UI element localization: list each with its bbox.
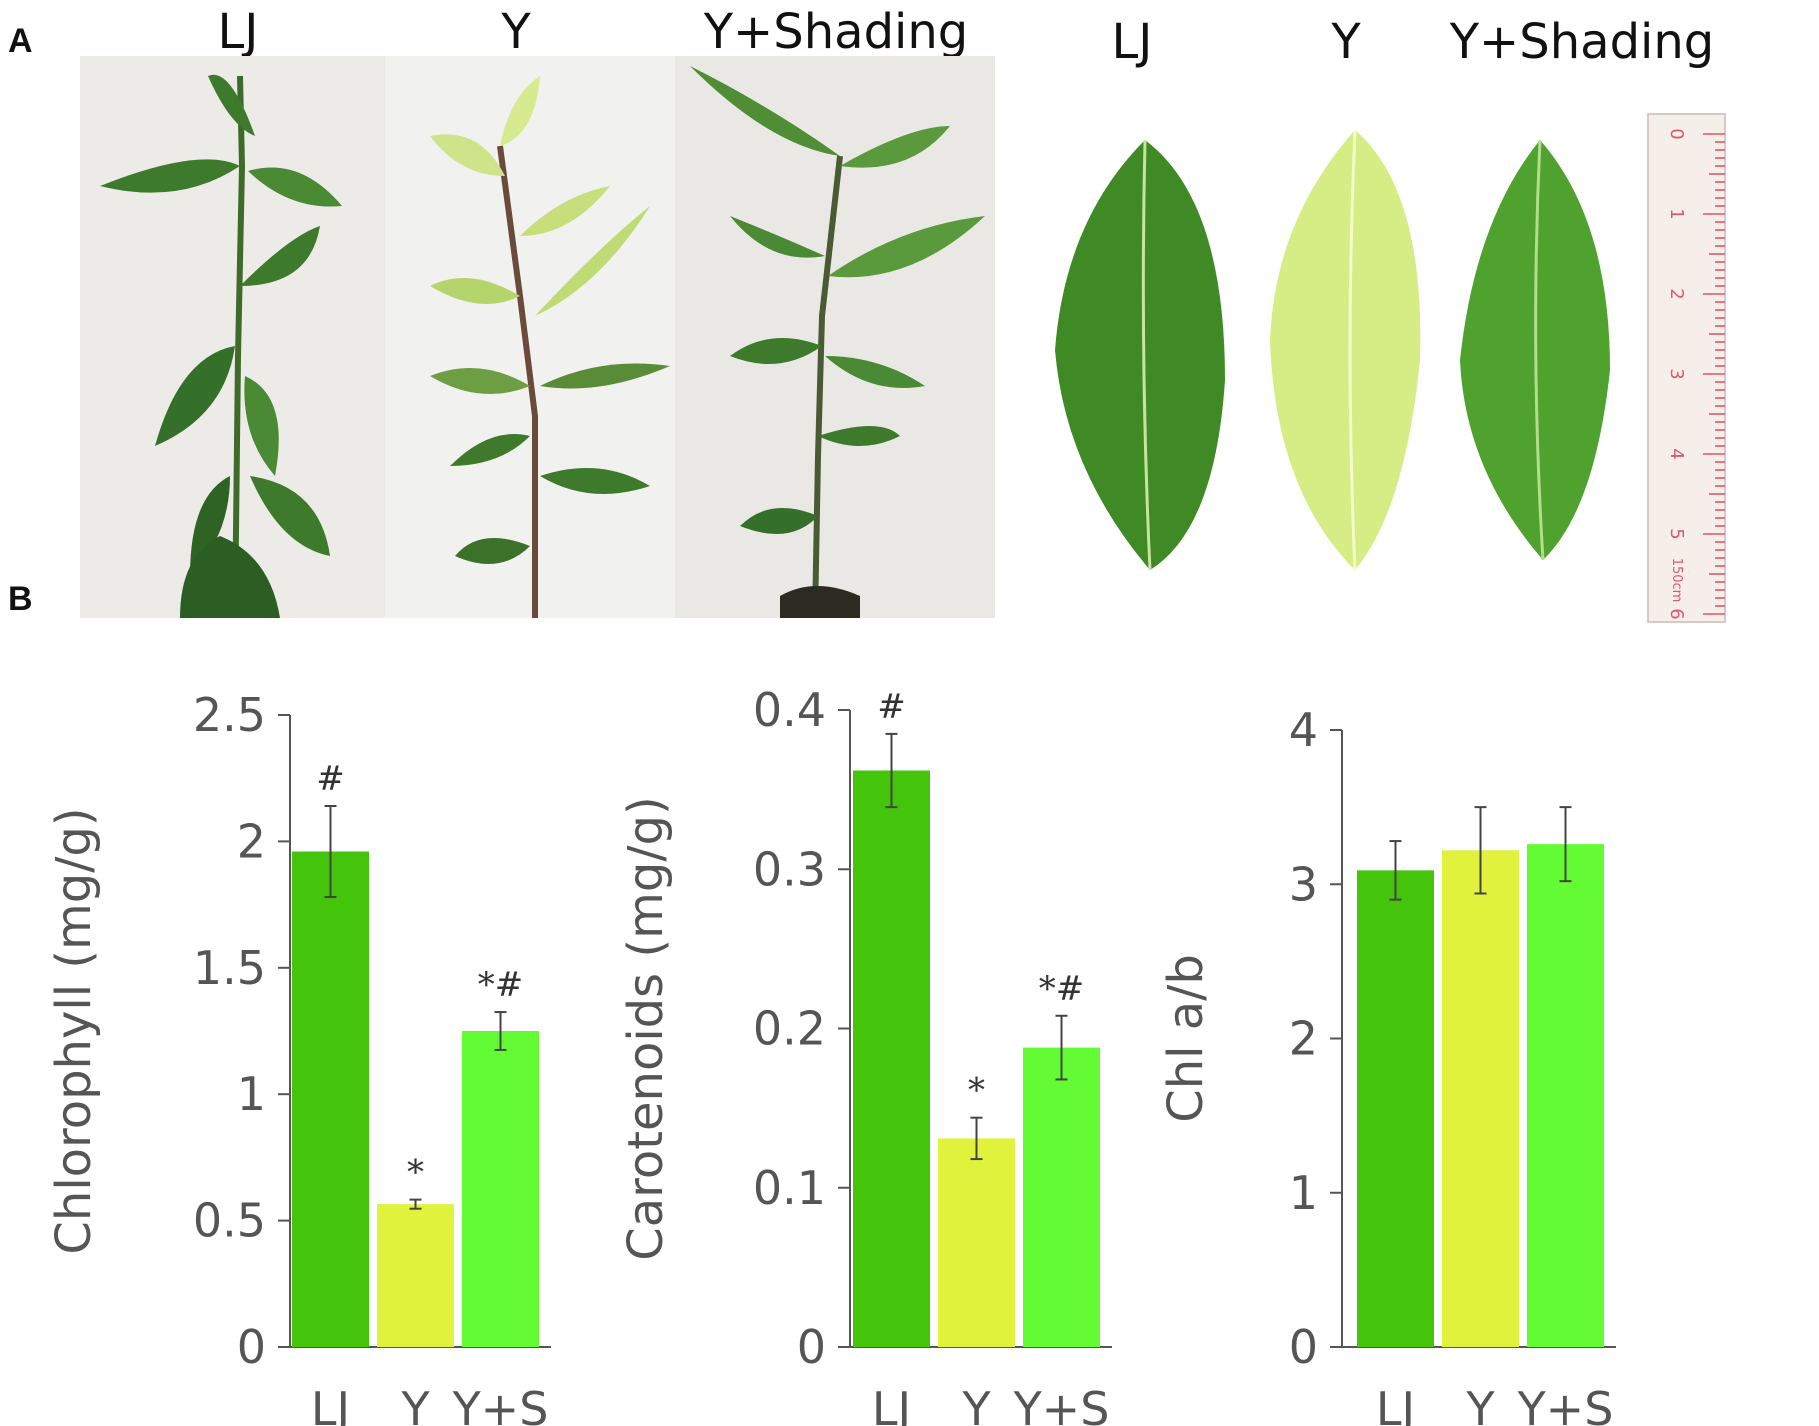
panel-a-letter: A bbox=[8, 22, 33, 60]
photo-y-background bbox=[385, 56, 675, 618]
bar-lj bbox=[853, 770, 930, 1347]
ruler-number: 0 bbox=[1666, 128, 1687, 139]
y-axis-label: Chlorophyll (mg/g) bbox=[46, 807, 102, 1254]
ruler-number: 2 bbox=[1666, 288, 1687, 299]
bar-y bbox=[377, 1204, 454, 1347]
plant-lj-image bbox=[100, 74, 342, 618]
ruler-number: 3 bbox=[1666, 368, 1687, 379]
plant-y-image bbox=[430, 76, 670, 618]
ruler-number: 5 bbox=[1666, 528, 1687, 539]
y-tick-label: 0 bbox=[1289, 1320, 1318, 1374]
carotenoids-chart: 0 0.1 0.2 0.3 0.4 Carotenoids (mg/g) # LJ * Y *# Y+… bbox=[618, 683, 1112, 1426]
category-label: LJ bbox=[311, 1382, 350, 1426]
ruler-number: 6 bbox=[1666, 608, 1687, 619]
y-tick-label: 2 bbox=[237, 814, 266, 868]
y-tick-label: 0 bbox=[237, 1320, 266, 1374]
bar-y-s bbox=[462, 1031, 539, 1347]
photo-label-y: Y bbox=[501, 4, 531, 60]
chl-ab-ratio-chart: 0 1 2 3 4 Chl a/b LJ Y Y+S bbox=[1158, 703, 1616, 1426]
category-label: Y+S bbox=[1013, 1382, 1110, 1426]
significance-mark: # bbox=[316, 759, 345, 799]
photo-lj-background bbox=[80, 56, 385, 618]
ruler bbox=[1647, 113, 1726, 623]
y-axis-label: Chl a/b bbox=[1158, 954, 1214, 1123]
y-tick-label: 0.5 bbox=[193, 1194, 266, 1248]
panel-b-letter: B bbox=[8, 580, 33, 618]
y-axis-label: Carotenoids (mg/g) bbox=[618, 796, 674, 1261]
category-label: Y+S bbox=[452, 1382, 549, 1426]
bar-y bbox=[1442, 850, 1519, 1347]
y-tick-label: 0.1 bbox=[753, 1161, 826, 1215]
photo-y-shading-background bbox=[675, 56, 995, 618]
ruler-number: 4 bbox=[1666, 448, 1687, 459]
significance-mark: *# bbox=[1039, 969, 1085, 1009]
y-tick-label: 0.2 bbox=[753, 1002, 826, 1056]
leaf-label-lj: LJ bbox=[1111, 14, 1153, 70]
plant-y-shading-image bbox=[690, 66, 985, 618]
significance-mark: * bbox=[407, 1153, 424, 1193]
category-label: Y bbox=[1465, 1382, 1495, 1426]
leaf-lj-image bbox=[1055, 140, 1225, 570]
y-tick-label: 1.5 bbox=[193, 941, 266, 995]
bar-y-s bbox=[1527, 844, 1604, 1347]
photo-label-y-shading: Y+Shading bbox=[703, 4, 969, 60]
photo-label-lj: LJ bbox=[217, 4, 259, 60]
bar-y-s bbox=[1023, 1047, 1100, 1347]
y-tick-label: 1 bbox=[237, 1067, 266, 1121]
leaf-y-image bbox=[1270, 130, 1421, 570]
y-tick-label: 0.4 bbox=[753, 683, 826, 737]
y-tick-label: 0.3 bbox=[753, 842, 826, 896]
leaf-label-y-shading: Y+Shading bbox=[1449, 14, 1715, 70]
ruler-unit: 150cm bbox=[1669, 558, 1684, 603]
category-label: Y bbox=[961, 1382, 991, 1426]
leaf-comparison: 0 1 2 3 4 5 6 150cm bbox=[1055, 113, 1726, 623]
category-label: LJ bbox=[1376, 1382, 1415, 1426]
y-tick-label: 0 bbox=[797, 1320, 826, 1374]
leaf-label-y: Y bbox=[1331, 14, 1361, 70]
y-tick-label: 2 bbox=[1289, 1012, 1318, 1066]
y-tick-label: 1 bbox=[1289, 1166, 1318, 1220]
ruler-ticks: 0 1 2 3 4 5 6 150cm bbox=[1666, 128, 1725, 620]
ruler-number: 1 bbox=[1666, 208, 1687, 219]
chlorophyll-chart: 0 0.5 1 1.5 2 2.5 Chlorophyll (mg/g) # LJ * Y *# Y+S bbox=[46, 688, 551, 1426]
y-tick-label: 2.5 bbox=[193, 688, 266, 742]
category-label: Y bbox=[400, 1382, 430, 1426]
bar-lj bbox=[292, 851, 369, 1347]
significance-mark: * bbox=[968, 1071, 985, 1111]
category-label: Y+S bbox=[1517, 1382, 1614, 1426]
plant-photos bbox=[80, 56, 995, 618]
bar-lj bbox=[1357, 870, 1434, 1347]
significance-mark: *# bbox=[478, 965, 524, 1005]
category-label: LJ bbox=[872, 1382, 911, 1426]
y-tick-label: 4 bbox=[1289, 703, 1318, 757]
significance-mark: # bbox=[877, 687, 906, 727]
bar-y bbox=[938, 1138, 1015, 1347]
y-tick-label: 3 bbox=[1289, 857, 1318, 911]
